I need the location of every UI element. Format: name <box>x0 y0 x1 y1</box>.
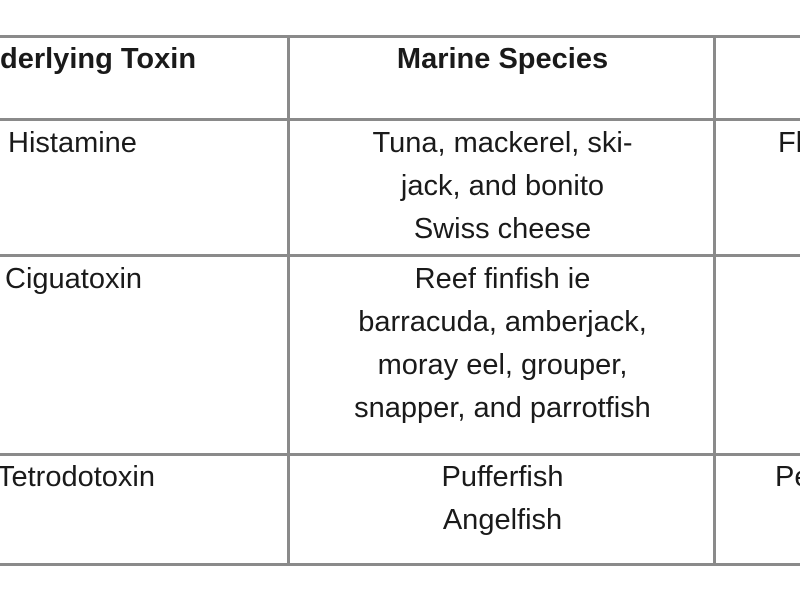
table-border-bottom <box>0 563 800 566</box>
row-divider <box>0 118 800 121</box>
toxin-cell: Histamine <box>8 127 137 159</box>
header-marine-species: Marine Species <box>396 43 609 75</box>
species-line: Pufferfish <box>441 461 564 493</box>
species-line: Swiss cheese <box>413 213 592 245</box>
column-divider <box>287 36 290 566</box>
table-border-top <box>0 35 800 38</box>
toxin-cell: Tetrodotoxin <box>0 461 155 493</box>
species-line: barracuda, amberjack, <box>358 306 647 338</box>
row-divider <box>0 254 800 257</box>
toxin-cell: Ciguatoxin <box>5 263 143 295</box>
column-divider <box>713 36 716 566</box>
species-line: Angelfish <box>442 504 563 536</box>
species-cell: Reef finfish ie barracuda, amberjack, mo… <box>290 258 715 430</box>
row-divider <box>0 453 800 456</box>
species-line: jack, and bonito <box>400 170 605 202</box>
header-underlying-toxin: derlying Toxin <box>0 43 197 75</box>
species-line: Reef finfish ie <box>414 263 591 295</box>
species-line: moray eel, grouper, <box>377 349 628 381</box>
third-cell: Pe <box>775 461 800 493</box>
species-line: snapper, and parrotfish <box>354 392 651 424</box>
species-cell: Pufferfish Angelfish <box>290 456 715 542</box>
species-cell: Tuna, mackerel, ski- jack, and bonito Sw… <box>290 122 715 251</box>
third-cell: Flus <box>778 127 800 159</box>
species-line: Tuna, mackerel, ski- <box>372 127 633 159</box>
